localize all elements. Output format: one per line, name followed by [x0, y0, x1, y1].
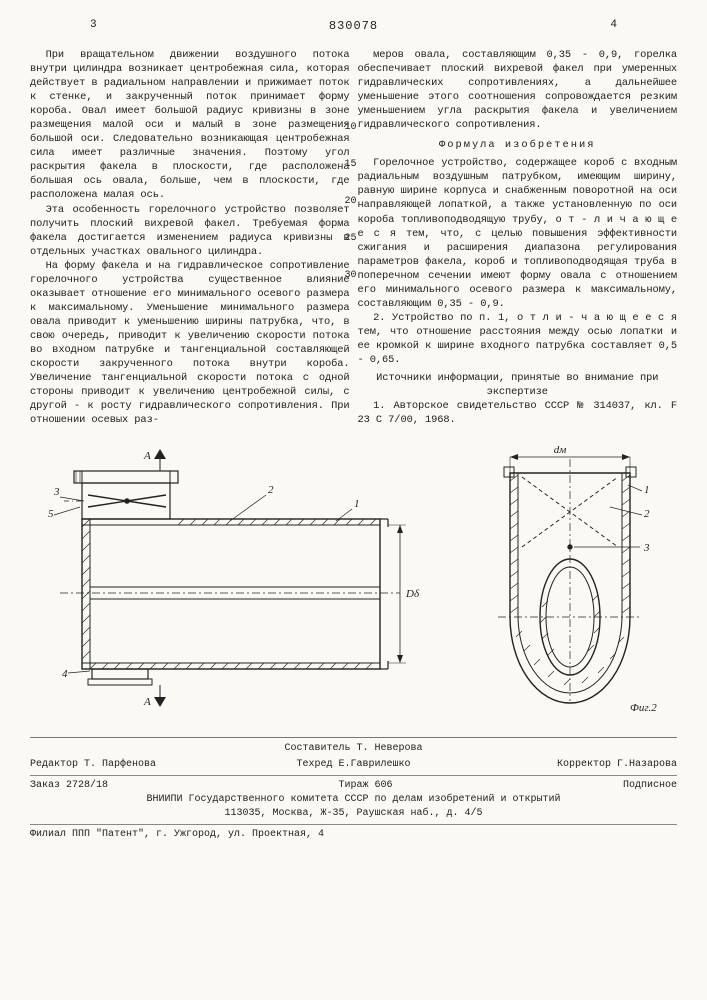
right-column: меров овала, составляющим 0,35 - 0,9, го…: [358, 48, 678, 427]
figure-1: A: [48, 449, 420, 708]
corrector: Корректор Г.Назарова: [461, 758, 677, 772]
figures-svg: A: [30, 441, 677, 731]
page-number-right: 4: [610, 18, 617, 33]
line-number: 15: [345, 160, 357, 170]
editor: Редактор Т. Парфенова: [30, 758, 246, 772]
svg-text:A: A: [143, 696, 151, 708]
compiler: Составитель Т. Неверова: [246, 742, 462, 756]
formula-title: Формула изобретения: [358, 138, 678, 152]
svg-text:4: 4: [62, 668, 68, 680]
divider: [30, 824, 677, 825]
sources-title: Источники информации, принятые во вниман…: [358, 371, 678, 399]
order-number: Заказ 2728/18: [30, 779, 108, 793]
figures-area: A: [30, 441, 677, 731]
publisher-address: 113035, Москва, Ж-35, Раушская наб., д. …: [30, 807, 677, 821]
paragraph: меров овала, составляющим 0,35 - 0,9, го…: [358, 48, 678, 132]
svg-text:1: 1: [644, 484, 650, 496]
source-item: 1. Авторское свидетельство СССР № 314037…: [358, 399, 678, 427]
divider: [30, 775, 677, 776]
branch-address: Филиал ППП "Патент", г. Ужгород, ул. Про…: [30, 828, 677, 842]
print-info-row: Заказ 2728/18 Тираж 606 Подписное: [30, 779, 677, 793]
imprint-footer: Составитель Т. Неверова Редактор Т. Парф…: [30, 737, 677, 842]
svg-text:2: 2: [268, 484, 274, 496]
credit-row-2: Редактор Т. Парфенова Техред Е.Гаврилешк…: [30, 758, 677, 772]
claim: Горелочное устройство, содержащее короб …: [358, 156, 678, 311]
print-run: Тираж 606: [338, 779, 392, 793]
header-row: 3 830078 4: [30, 18, 677, 40]
publisher-org: ВНИИПИ Государственного комитета СССР по…: [30, 793, 677, 807]
figure-2: dм: [498, 444, 657, 714]
signed-label: Подписное: [623, 779, 677, 793]
line-number: 30: [345, 271, 357, 281]
svg-text:dм: dм: [554, 444, 567, 456]
svg-text:3: 3: [53, 486, 60, 498]
patent-number: 830078: [329, 18, 378, 34]
svg-text:A: A: [143, 450, 151, 462]
svg-text:2: 2: [644, 508, 650, 520]
line-number: 20: [345, 197, 357, 207]
credit-row-1: Составитель Т. Неверова: [30, 742, 677, 756]
paragraph: При вращательном движении воздушного пот…: [30, 48, 350, 203]
patent-page: 3 830078 4 10 15 20 25 30 При вращательн…: [0, 0, 707, 1000]
svg-text:Фиг.2: Фиг.2: [630, 702, 657, 714]
page-number-left: 3: [90, 18, 97, 33]
tech-editor: Техред Е.Гаврилешко: [246, 758, 462, 772]
claim: 2. Устройство по п. 1, о т л и - ч а ю щ…: [358, 311, 678, 367]
svg-text:Dδ: Dδ: [405, 588, 420, 600]
left-column: При вращательном движении воздушного пот…: [30, 48, 350, 427]
paragraph: Эта особенность горелочного устройство п…: [30, 203, 350, 259]
svg-text:3: 3: [643, 542, 650, 554]
line-number: 10: [345, 123, 357, 133]
line-number: 25: [345, 234, 357, 244]
paragraph: На форму факела и на гидравлическое сопр…: [30, 259, 350, 428]
text-columns: 10 15 20 25 30 При вращательном движении…: [30, 48, 677, 427]
svg-text:5: 5: [48, 508, 54, 520]
svg-text:1: 1: [354, 498, 360, 510]
